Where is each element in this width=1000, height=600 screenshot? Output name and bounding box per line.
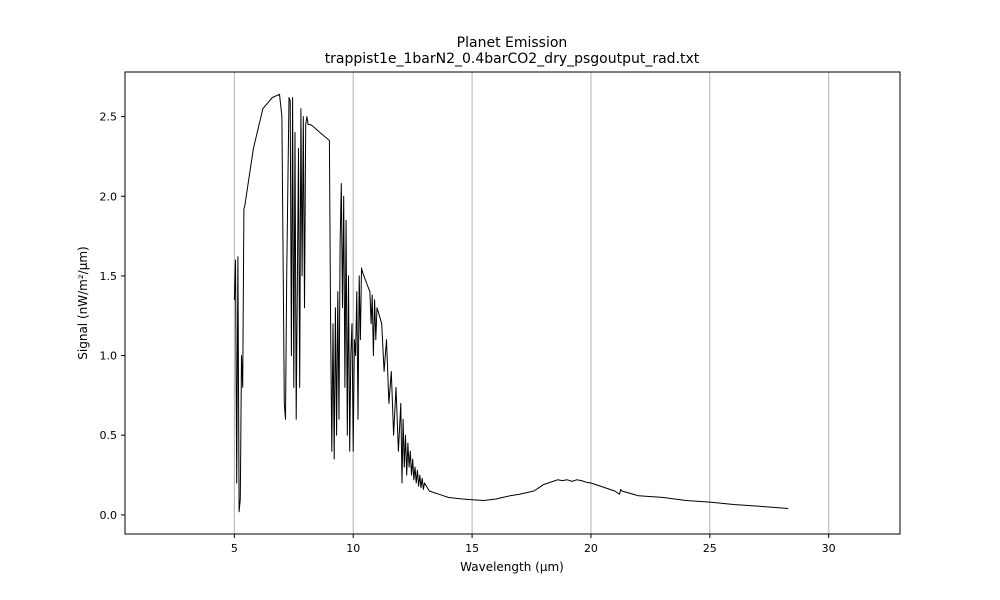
y-tick-label: 1.5 — [100, 270, 118, 283]
y-axis-ticks: 0.0 0.5 1.0 1.5 2.0 2.5 — [100, 111, 125, 522]
x-axis-label: Wavelength (μm) — [460, 560, 564, 574]
x-tick-label: 5 — [231, 542, 238, 555]
y-tick-label: 2.5 — [100, 111, 118, 124]
y-tick-label: 2.0 — [100, 190, 118, 203]
chart-subtitle: trappist1e_1barN2_0.4barCO2_dry_psgoutpu… — [325, 51, 700, 67]
x-tick-label: 25 — [703, 542, 717, 555]
plot-frame — [124, 71, 901, 535]
grid-lines — [233, 72, 830, 534]
emission-spectrum-line — [233, 93, 789, 513]
chart-title: Planet Emission — [457, 35, 568, 51]
y-tick-label: 1.0 — [100, 350, 118, 363]
x-tick-label: 10 — [346, 542, 360, 555]
x-tick-label: 30 — [822, 542, 836, 555]
plot-area — [233, 93, 789, 513]
x-axis-ticks: 5 10 15 20 25 30 — [231, 534, 836, 555]
y-tick-label: 0.5 — [100, 429, 118, 442]
x-tick-label: 20 — [584, 542, 598, 555]
y-axis-label: Signal (nW/m²/μm) — [76, 246, 90, 359]
x-tick-label: 15 — [465, 542, 479, 555]
y-tick-label: 0.0 — [100, 509, 118, 522]
